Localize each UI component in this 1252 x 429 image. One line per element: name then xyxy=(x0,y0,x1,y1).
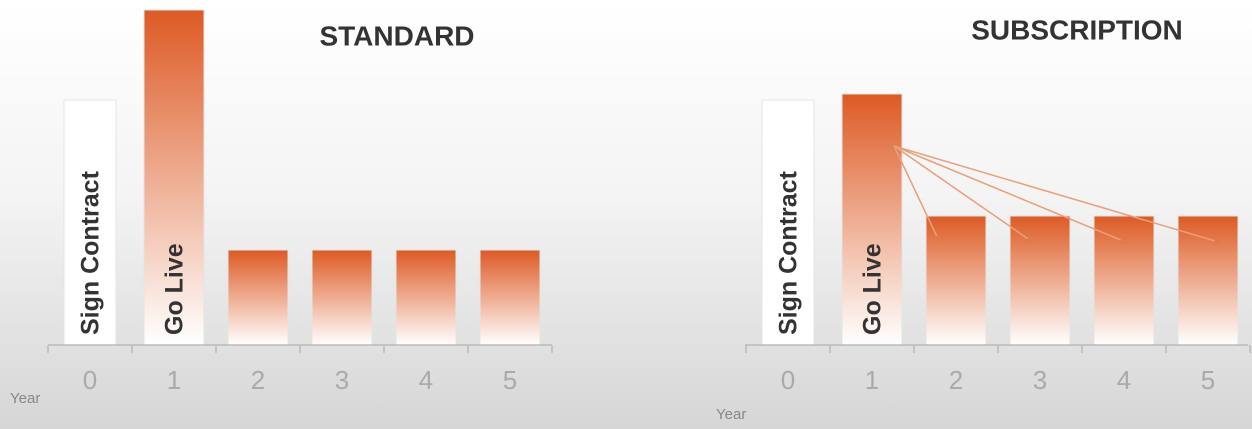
arrow xyxy=(893,145,941,244)
x-axis-label: Year xyxy=(10,390,40,407)
x-tick-label: 0 xyxy=(83,365,97,395)
bar-label: Sign Contract xyxy=(775,170,803,335)
chart-title: STANDARD xyxy=(319,20,474,51)
x-tick-label: 2 xyxy=(949,365,963,395)
bar xyxy=(1009,215,1071,346)
bar-label: Go Live xyxy=(161,243,189,335)
bar xyxy=(841,93,903,346)
x-axis-label: Year xyxy=(716,406,746,423)
bar-label: Go Live xyxy=(859,243,887,335)
bar xyxy=(1177,215,1239,346)
bar xyxy=(1093,215,1155,346)
arrow xyxy=(893,145,1129,245)
x-tick-label: 3 xyxy=(335,365,349,395)
bar xyxy=(925,215,987,346)
chart-title: SUBSCRIPTION xyxy=(971,14,1183,45)
x-tick-label: 1 xyxy=(865,365,879,395)
x-tick-label: 4 xyxy=(1117,365,1131,395)
x-tick-label: 5 xyxy=(1201,365,1215,395)
bar xyxy=(143,9,205,346)
bar xyxy=(227,249,289,346)
arrow xyxy=(893,145,1223,246)
x-tick-label: 4 xyxy=(419,365,433,395)
x-tick-label: 0 xyxy=(781,365,795,395)
bar xyxy=(395,249,457,346)
arrow xyxy=(893,145,1035,244)
bar xyxy=(311,249,373,346)
bar xyxy=(761,99,815,346)
x-tick-label: 3 xyxy=(1033,365,1047,395)
bar xyxy=(63,99,117,346)
bar xyxy=(479,249,541,346)
x-tick-label: 2 xyxy=(251,365,265,395)
x-tick-label: 1 xyxy=(167,365,181,395)
bar-label: Sign Contract xyxy=(77,170,105,335)
x-tick-label: 5 xyxy=(503,365,517,395)
